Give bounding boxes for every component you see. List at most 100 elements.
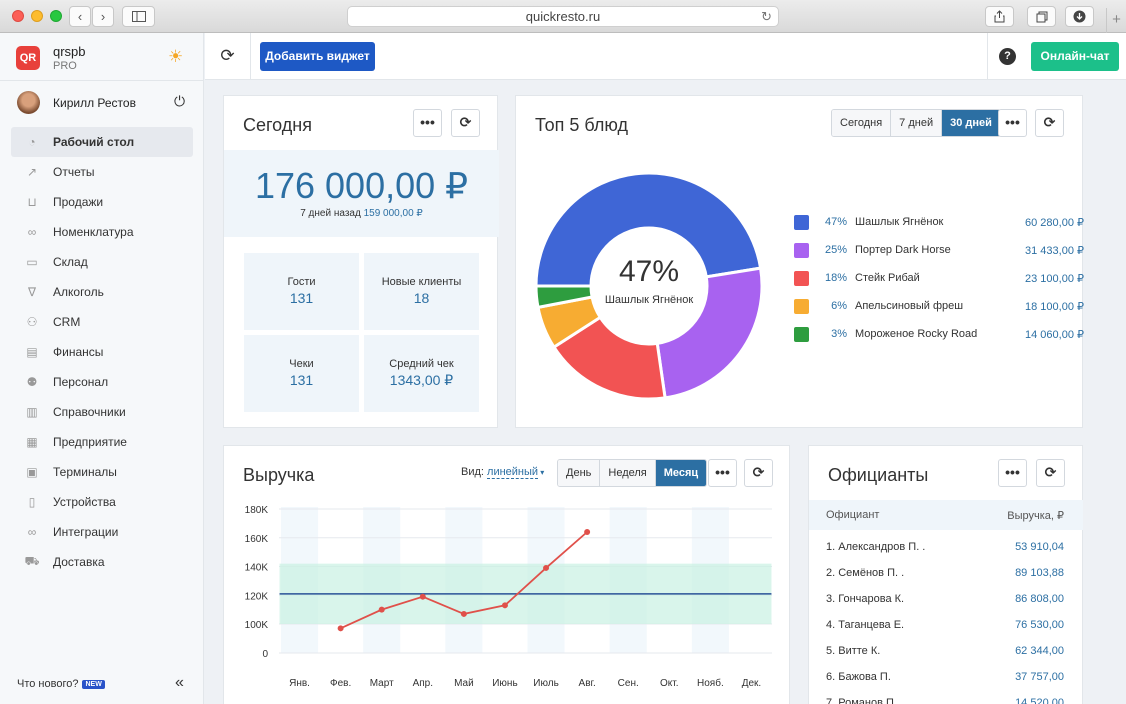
view-selector[interactable]: Вид: линейный ▾ bbox=[461, 466, 544, 479]
data-point bbox=[337, 625, 344, 632]
x-tick-label: Янв. bbox=[289, 678, 310, 689]
donut-center-label: Шашлык Ягнёнок bbox=[605, 294, 694, 306]
table-row[interactable]: 4. Таганцева Е. 76 530,00 bbox=[809, 612, 1083, 638]
maximize-window-button[interactable] bbox=[50, 10, 62, 22]
user-name[interactable]: Кирилл Рестов bbox=[53, 96, 136, 110]
legend-amount: 60 280,00 ₽ bbox=[1025, 217, 1084, 229]
sidebar-item-12[interactable]: ▯ Устройства bbox=[11, 487, 193, 517]
revenue-period-tabs: День Неделя Месяц bbox=[557, 459, 708, 487]
legend-amount: 14 060,00 ₽ bbox=[1025, 329, 1084, 341]
table-row[interactable]: 3. Гончарова К. 86 808,00 bbox=[809, 586, 1083, 612]
new-tab-button[interactable]: + bbox=[1106, 8, 1126, 33]
today-refresh-button[interactable]: ⟳ bbox=[451, 109, 480, 137]
tab-month[interactable]: Месяц bbox=[655, 460, 707, 486]
sidebar-item-4[interactable]: ▭ Склад bbox=[11, 247, 193, 277]
donut-slice[interactable] bbox=[534, 284, 594, 310]
y-tick-label: 160K bbox=[245, 534, 269, 545]
table-row[interactable]: 2. Семёнов П. . 89 103,88 bbox=[809, 560, 1083, 586]
legend-pct: 25% bbox=[824, 244, 847, 256]
top5-menu-button[interactable]: ••• bbox=[998, 109, 1027, 137]
help-area: ? bbox=[987, 33, 1027, 80]
whats-new-label: Что нового? bbox=[17, 678, 79, 690]
address-bar[interactable]: quickresto.ru ↻ bbox=[347, 6, 779, 27]
today-menu-button[interactable]: ••• bbox=[413, 109, 442, 137]
integration-icon: ∞ bbox=[27, 525, 37, 539]
forward-button[interactable]: › bbox=[92, 6, 114, 27]
legend-swatch bbox=[794, 215, 809, 230]
donut-slice[interactable] bbox=[655, 266, 764, 400]
x-tick-label: Фев. bbox=[330, 678, 351, 689]
sidebar-item-11[interactable]: ▣ Терминалы bbox=[11, 457, 193, 487]
org-switcher[interactable]: qrspb PRO bbox=[53, 44, 86, 72]
table-row[interactable]: 7. Романов П. 14 520,00 bbox=[809, 690, 1083, 704]
revenue-refresh-button[interactable]: ⟳ bbox=[744, 459, 773, 487]
sidebar-item-label: Доставка bbox=[53, 555, 105, 569]
table-row[interactable]: 5. Витте К. 62 344,00 bbox=[809, 638, 1083, 664]
reload-icon[interactable]: ↻ bbox=[761, 9, 772, 24]
data-point bbox=[501, 602, 508, 609]
back-icon: ‹ bbox=[77, 9, 83, 24]
download-icon bbox=[1073, 10, 1086, 23]
tab-30-days[interactable]: 30 дней bbox=[942, 110, 1000, 136]
refresh-icon: ⟳ bbox=[752, 464, 765, 480]
close-window-button[interactable] bbox=[12, 10, 24, 22]
sidebar-item-5[interactable]: ∇ Алкоголь bbox=[11, 277, 193, 307]
sidebar-item-7[interactable]: ▤ Финансы bbox=[11, 337, 193, 367]
logout-icon[interactable]: ⏻ bbox=[174, 93, 186, 109]
sidebar-item-label: Персонал bbox=[53, 375, 109, 389]
sidebar-item-10[interactable]: ▦ Предприятие bbox=[11, 427, 193, 457]
theme-toggle-icon[interactable]: ☀ bbox=[168, 47, 184, 66]
table-row[interactable]: 6. Бажова П. 37 757,00 bbox=[809, 664, 1083, 690]
sidebar-item-6[interactable]: ⚇ CRM bbox=[11, 307, 193, 337]
waiter-revenue: 37 757,00 bbox=[1015, 671, 1064, 683]
back-button[interactable]: ‹ bbox=[69, 6, 91, 27]
x-tick-label: Июнь bbox=[492, 678, 517, 689]
legend-amount: 31 433,00 ₽ bbox=[1025, 245, 1084, 257]
top5-legend: 47% Шашлык Ягнёнок 60 280,00 ₽ 25% Портер Da… bbox=[794, 214, 1084, 354]
waiters-refresh-button[interactable]: ⟳ bbox=[1036, 459, 1065, 487]
legend-amount: 18 100,00 ₽ bbox=[1025, 301, 1084, 313]
tab-7-days[interactable]: 7 дней bbox=[891, 110, 943, 136]
data-point bbox=[378, 606, 385, 613]
donut-slice[interactable] bbox=[534, 171, 763, 288]
collapse-sidebar-icon[interactable]: « bbox=[175, 674, 184, 691]
stat-value: 18 bbox=[413, 290, 430, 306]
tab-week[interactable]: Неделя bbox=[600, 460, 656, 486]
sidebar-item-0[interactable]: ◔ Рабочий стол bbox=[11, 127, 193, 157]
sync-icon[interactable]: ⟳ bbox=[205, 33, 251, 80]
waiter-revenue: 86 808,00 bbox=[1015, 593, 1064, 605]
sidebar-item-8[interactable]: ⚉ Персонал bbox=[11, 367, 193, 397]
waiter-revenue: 53 910,04 bbox=[1015, 541, 1064, 553]
waiter-name: 3. Гончарова К. bbox=[826, 593, 905, 605]
sidebar-toggle-button[interactable] bbox=[122, 6, 155, 27]
tab-day[interactable]: День bbox=[558, 460, 601, 486]
sidebar-item-1[interactable]: ↗ Отчеты bbox=[11, 157, 193, 187]
sidebar-item-14[interactable]: ⛟ Доставка bbox=[11, 547, 193, 577]
top5-period-tabs: Сегодня 7 дней 30 дней bbox=[831, 109, 1001, 137]
help-icon[interactable]: ? bbox=[999, 48, 1016, 65]
sidebar-item-9[interactable]: ▥ Справочники bbox=[11, 397, 193, 427]
basket-icon: ⊔ bbox=[27, 195, 37, 209]
revenue-widget: Выручка Вид: линейный ▾ День Неделя Меся… bbox=[223, 445, 790, 704]
tab-today[interactable]: Сегодня bbox=[832, 110, 892, 136]
share-button[interactable] bbox=[985, 6, 1014, 27]
whats-new-link[interactable]: Что нового? NEW bbox=[17, 678, 105, 690]
minimize-window-button[interactable] bbox=[31, 10, 43, 22]
waiters-menu-button[interactable]: ••• bbox=[998, 459, 1027, 487]
x-tick-label: Нояб. bbox=[697, 677, 724, 689]
downloads-button[interactable] bbox=[1065, 6, 1094, 27]
add-widget-button[interactable]: Добавить виджет bbox=[260, 42, 375, 71]
view-dropdown[interactable]: линейный bbox=[487, 466, 539, 479]
top5-refresh-button[interactable]: ⟳ bbox=[1035, 109, 1064, 137]
waiter-revenue: 62 344,00 bbox=[1015, 645, 1064, 657]
sidebar-item-2[interactable]: ⊔ Продажи bbox=[11, 187, 193, 217]
table-row[interactable]: 1. Александров П. . 53 910,04 bbox=[809, 534, 1083, 560]
revenue-menu-button[interactable]: ••• bbox=[708, 459, 737, 487]
online-chat-button[interactable]: Онлайн-чат bbox=[1031, 42, 1119, 71]
chart-icon: ↗ bbox=[26, 165, 38, 179]
tabs-button[interactable] bbox=[1027, 6, 1056, 27]
x-tick-label: Сен. bbox=[618, 678, 639, 689]
sidebar-item-3[interactable]: ∞ Номенклатура bbox=[11, 217, 193, 247]
sidebar-item-13[interactable]: ∞ Интеграции bbox=[11, 517, 193, 547]
data-point bbox=[543, 564, 550, 571]
